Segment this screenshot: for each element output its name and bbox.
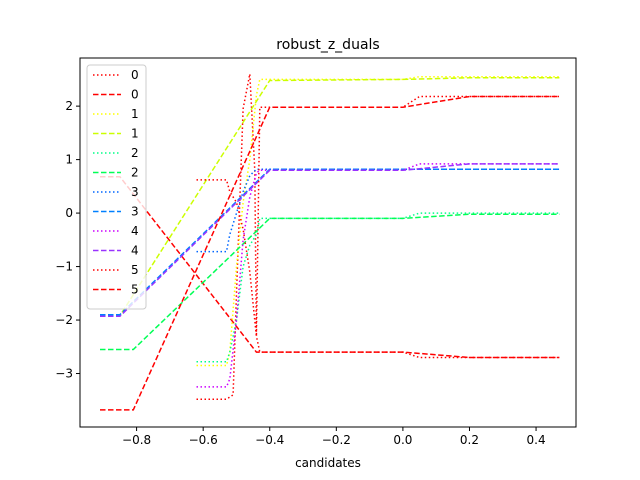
legend-label: 4: [131, 244, 139, 258]
series-line-2-dashed-5: [100, 213, 560, 351]
legend-label: 3: [131, 185, 139, 199]
legend-box: [86, 64, 147, 310]
x-axis: −0.8 −0.6 −0.4 −0.2 0.0 0.2 0.4: [122, 427, 546, 447]
series-line-5-dashed-11: [100, 95, 560, 411]
x-tick-label: −0.4: [255, 433, 284, 447]
series-line-3-dashed-7: [100, 168, 560, 316]
chart-title: robust_z_duals: [276, 37, 379, 53]
legend-label: 0: [131, 68, 139, 82]
y-tick-label: −2: [55, 313, 73, 327]
x-tick-label: −0.6: [189, 433, 218, 447]
legend-label: 2: [131, 166, 139, 180]
y-axis: −3 −2 −1 0 1 2: [55, 99, 80, 381]
y-tick-label: 2: [65, 99, 73, 113]
legend-label: 1: [131, 107, 139, 121]
series-line-5-dotted-10: [196, 95, 560, 337]
legend-label: 0: [131, 88, 139, 102]
legend-label: 2: [131, 146, 139, 160]
plot-frame: [79, 57, 577, 428]
series-layer: [100, 73, 560, 411]
legend-label: 5: [131, 263, 139, 277]
legend-label: 1: [131, 127, 139, 141]
legend-label: 3: [131, 205, 139, 219]
y-tick-label: 0: [65, 206, 73, 220]
y-tick-label: −1: [55, 260, 73, 274]
x-tick-label: 0.2: [460, 433, 479, 447]
x-axis-label: candidates: [295, 456, 361, 470]
legend-label: 5: [131, 283, 139, 297]
y-tick-label: 1: [65, 153, 73, 167]
x-tick-label: −0.2: [322, 433, 351, 447]
series-line-4-dashed-9: [100, 163, 560, 318]
legend: 0 0 1 1 2 2 3 3 4 4 5 5: [86, 64, 147, 310]
x-tick-label: 0.4: [527, 433, 546, 447]
x-tick-label: 0.0: [393, 433, 412, 447]
legend-label: 4: [131, 224, 139, 238]
y-tick-label: −3: [55, 367, 73, 381]
series-line-4-dotted-8: [196, 163, 560, 388]
x-tick-label: −0.8: [122, 433, 151, 447]
